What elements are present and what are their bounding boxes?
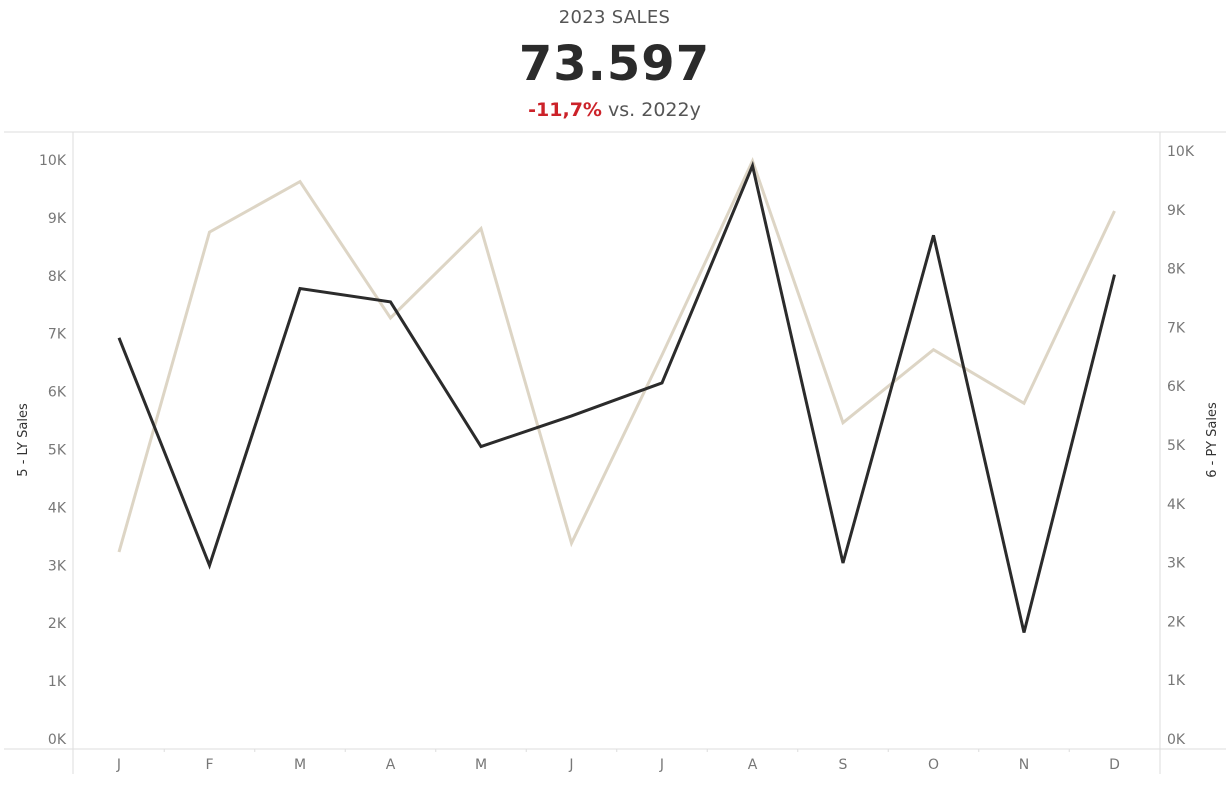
kpi-value: 73.597 [518,36,711,92]
left-tick-label: 4K [48,500,67,516]
right-tick-label: 3K [1167,556,1186,572]
right-axis-title: 6 - PY Sales [1205,402,1220,478]
left-tick-label: 10K [39,153,67,169]
left-tick-label: 9K [48,211,67,227]
kpi-comparison-label: vs. 2022y [608,99,701,121]
left-tick-label: 6K [48,385,67,401]
x-tick-label: O [928,757,939,773]
right-tick-label: 4K [1167,497,1186,513]
right-tick-label: 8K [1167,262,1186,278]
right-tick-label: 5K [1167,438,1186,454]
left-tick-label: 2K [48,616,67,632]
x-tick-label: M [294,757,306,773]
right-tick-label: 1K [1167,673,1186,689]
chart-frame [4,131,1226,774]
left-axis-title: 5 - LY Sales [16,403,31,477]
x-tick-label: A [386,757,396,773]
right-tick-label: 10K [1167,144,1195,160]
x-tick-label: S [839,757,848,773]
right-tick-label: 2K [1167,614,1186,630]
right-tick-label: 0K [1167,732,1186,748]
right-tick-label: 6K [1167,379,1186,395]
x-tick-label: N [1019,757,1029,773]
left-tick-label: 8K [48,269,67,285]
x-tick-label: F [205,757,213,773]
left-tick-label: 0K [48,732,67,748]
left-tick-label: 1K [48,674,67,690]
kpi-comparison: -11,7% vs. 2022y [0,99,1229,121]
left-tick-label: 3K [48,558,67,574]
x-tick-label: J [659,757,664,773]
series-lines [117,157,1116,633]
x-tick-label: D [1109,757,1120,773]
left-tick-label: 7K [48,327,67,343]
right-tick-label: 7K [1167,320,1186,336]
x-tick-label: J [568,757,573,773]
left-y-axis: 0K 1K 2K 3K 4K 5K 6K 7K 8K 9K 10K [39,153,67,748]
right-tick-label: 9K [1167,203,1186,219]
x-tick-label: J [116,757,121,773]
kpi-change-percent: -11,7% [528,99,602,121]
left-tick-label: 5K [48,443,67,459]
ly-sales-line [117,160,1116,633]
py-sales-line [117,157,1116,553]
x-tick-label: A [748,757,758,773]
kpi-title: 2023 SALES [558,7,671,28]
right-y-axis: 0K 1K 2K 3K 4K 5K 6K 7K 8K 9K 10K [1167,144,1195,748]
x-tick-label: M [475,757,487,773]
